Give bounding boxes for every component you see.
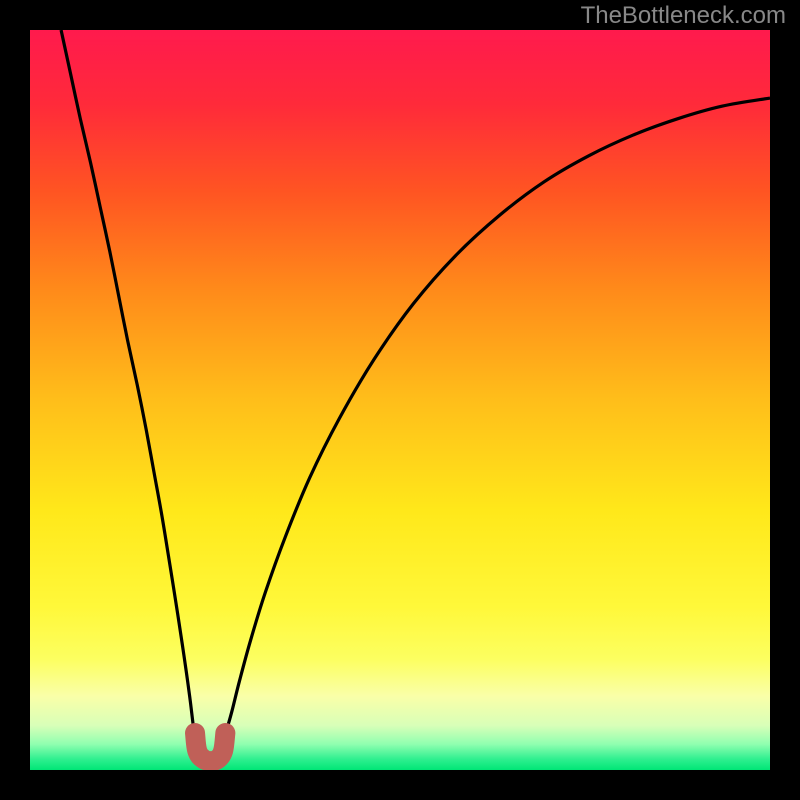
black-frame xyxy=(0,0,800,800)
watermark-label: TheBottleneck.com xyxy=(581,2,786,30)
chart-container: TheBottleneck.com xyxy=(0,0,800,800)
